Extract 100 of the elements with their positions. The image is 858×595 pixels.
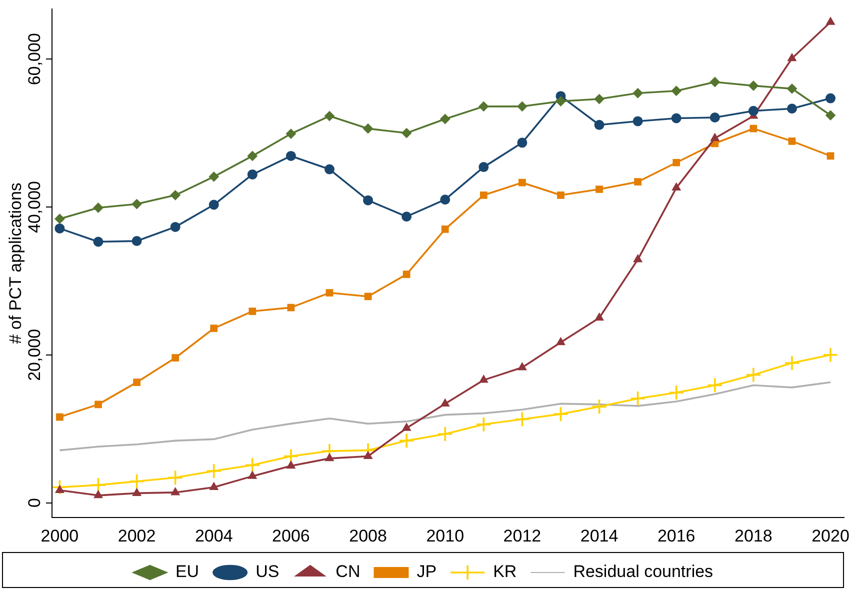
- point: [208, 200, 219, 210]
- point: [633, 254, 642, 262]
- point: [54, 214, 65, 224]
- point: [52, 479, 68, 496]
- legend-label: US: [256, 562, 280, 582]
- point: [128, 473, 145, 490]
- x-tick-label: 2000: [40, 526, 79, 546]
- point: [206, 463, 222, 479]
- point: [247, 169, 258, 180]
- legend-label: KR: [493, 562, 517, 582]
- legend-label: EU: [175, 562, 200, 582]
- point: [518, 178, 526, 186]
- point: [132, 199, 142, 210]
- point: [710, 77, 720, 88]
- point: [132, 488, 142, 496]
- point: [478, 162, 489, 172]
- point: [170, 222, 180, 232]
- point: [440, 398, 450, 406]
- point: [170, 190, 180, 200]
- point: [287, 304, 295, 312]
- point: [671, 86, 682, 96]
- legend-label: JP: [416, 562, 437, 582]
- x-tick-label: 2012: [503, 526, 542, 546]
- point: [398, 432, 414, 449]
- point: [93, 202, 104, 213]
- point: [56, 413, 64, 421]
- point: [325, 453, 334, 462]
- point: [784, 355, 800, 371]
- point: [402, 128, 412, 138]
- point: [132, 236, 142, 246]
- point: [706, 377, 723, 394]
- x-tick-label: 2008: [349, 526, 387, 546]
- point: [556, 337, 566, 346]
- y-tick-label: 20,000: [25, 328, 44, 381]
- point: [441, 226, 449, 233]
- point: [402, 212, 412, 222]
- point: [54, 223, 65, 234]
- point: [324, 164, 334, 174]
- point: [514, 411, 530, 428]
- point: [94, 490, 103, 498]
- legend-label: CN: [336, 562, 360, 582]
- point: [167, 470, 184, 486]
- point: [480, 191, 488, 199]
- point: [286, 460, 296, 469]
- point: [750, 124, 758, 132]
- point: [788, 137, 796, 145]
- point: [786, 104, 797, 114]
- point: [363, 195, 374, 206]
- point: [440, 194, 450, 205]
- x-tick-label: 2002: [118, 526, 156, 546]
- legend-label: Residual countries: [573, 562, 714, 582]
- point: [172, 354, 180, 362]
- point: [364, 451, 372, 459]
- point: [133, 378, 140, 386]
- point: [632, 116, 643, 126]
- point: [437, 426, 454, 442]
- x-tick-label: 2004: [194, 526, 233, 546]
- x-tick-label: 2016: [657, 526, 696, 546]
- point: [478, 101, 489, 112]
- x-tick-label: 2014: [580, 526, 618, 546]
- x-tick-label: 2018: [734, 526, 772, 546]
- point: [402, 270, 410, 278]
- point: [440, 114, 450, 124]
- point: [557, 191, 564, 199]
- point: [596, 186, 603, 193]
- point: [632, 88, 643, 98]
- point: [748, 106, 758, 116]
- point: [591, 398, 608, 415]
- point: [170, 487, 180, 496]
- point: [286, 150, 296, 161]
- point: [630, 390, 646, 406]
- y-tick-label: 40,000: [25, 180, 44, 233]
- point: [55, 485, 64, 493]
- point: [746, 366, 762, 383]
- point: [826, 17, 835, 25]
- point: [556, 96, 566, 106]
- x-tick-label: 2006: [272, 526, 310, 546]
- point: [594, 312, 604, 321]
- point: [402, 423, 411, 431]
- y-tick-label: 0: [25, 498, 44, 508]
- point: [90, 477, 106, 493]
- point: [788, 53, 796, 62]
- point: [748, 80, 758, 91]
- point: [210, 324, 218, 332]
- point: [668, 384, 684, 401]
- point: [826, 110, 836, 120]
- point: [93, 236, 104, 247]
- point: [248, 308, 256, 315]
- point: [671, 113, 682, 124]
- point: [94, 400, 102, 408]
- point: [363, 124, 374, 134]
- point: [248, 471, 257, 479]
- point: [710, 133, 720, 141]
- point: [324, 111, 334, 122]
- point: [518, 362, 527, 370]
- point: [364, 292, 372, 300]
- point: [209, 482, 218, 490]
- point: [326, 289, 334, 296]
- point: [634, 178, 642, 186]
- point: [244, 457, 260, 473]
